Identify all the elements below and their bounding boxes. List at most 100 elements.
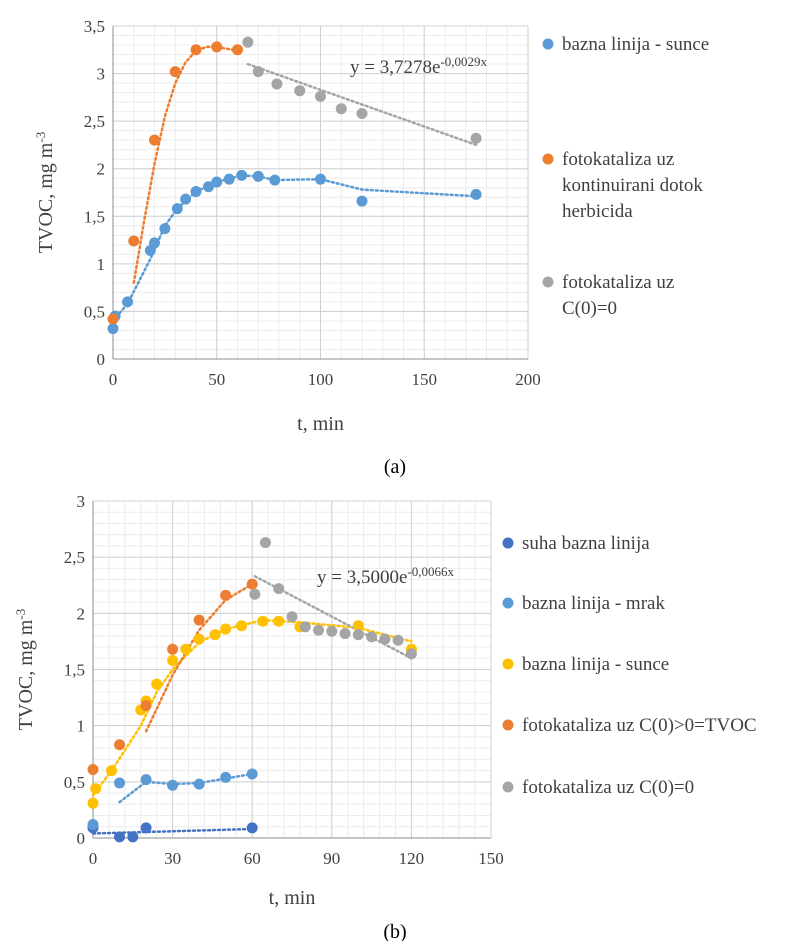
x-tick-label: 0 — [89, 849, 98, 868]
data-point — [299, 621, 311, 633]
data-point — [220, 623, 232, 635]
x-tick-label: 200 — [515, 370, 541, 389]
series-points — [107, 169, 482, 335]
y-tick-label: 0,5 — [64, 773, 85, 792]
data-point — [159, 223, 171, 235]
data-point — [236, 620, 248, 632]
y-tick-label: 2 — [97, 160, 106, 179]
legend-label: fotokataliza uz C(0)=0 — [522, 777, 694, 798]
data-point — [273, 615, 285, 627]
data-point — [242, 36, 254, 48]
data-point — [211, 41, 223, 53]
x-tick-label: 30 — [164, 849, 181, 868]
major-grid — [92, 500, 492, 839]
data-point — [180, 643, 192, 655]
data-point — [209, 629, 221, 641]
data-point — [114, 739, 126, 751]
data-point — [405, 648, 417, 660]
x-tick-label: 60 — [244, 849, 261, 868]
data-point — [106, 765, 118, 777]
y-axis-label: TVOC, mg m-3 — [33, 132, 58, 253]
trendline — [246, 62, 478, 147]
data-point — [220, 771, 232, 783]
legend-label: bazna linija - sunce — [522, 654, 669, 675]
data-point — [171, 203, 183, 215]
data-point — [392, 634, 404, 646]
data-point — [246, 578, 258, 590]
data-point — [122, 296, 134, 308]
data-point — [335, 103, 347, 115]
data-point — [286, 611, 298, 623]
data-point — [140, 699, 152, 711]
x-tick-label: 120 — [399, 849, 425, 868]
series-points — [87, 768, 258, 831]
data-point — [315, 173, 326, 185]
legend-label: fotokataliza uz kontinuirani dotok herbici… — [562, 149, 703, 222]
legend-marker — [502, 719, 514, 731]
data-point — [252, 66, 264, 78]
data-point — [149, 134, 160, 146]
x-tick-label: 50 — [208, 370, 225, 389]
major-grid — [112, 25, 529, 360]
data-point — [180, 193, 192, 205]
data-point — [169, 66, 181, 78]
data-point — [220, 589, 232, 601]
data-point — [232, 44, 243, 56]
series-points — [87, 578, 258, 775]
y-tick-label: 0 — [97, 350, 106, 369]
y-tick-label: 0,5 — [84, 302, 105, 321]
data-point — [249, 588, 261, 600]
y-tick-label: 3 — [97, 65, 106, 84]
data-point — [339, 628, 351, 640]
figure-caption: (b) — [383, 921, 406, 941]
x-tick-label: 90 — [323, 849, 340, 868]
data-point — [259, 537, 271, 549]
data-point — [149, 237, 160, 249]
data-point — [257, 615, 269, 627]
data-point — [379, 633, 391, 645]
data-point — [315, 90, 326, 102]
series-points — [107, 41, 243, 325]
y-tick-label: 2,5 — [64, 548, 85, 567]
data-point — [90, 783, 102, 795]
data-point — [140, 822, 152, 834]
data-point — [269, 174, 281, 186]
legend: suha bazna linija bazna linija - mrak bazn… — [502, 533, 757, 798]
data-point — [271, 78, 283, 90]
y-axis-label: TVOC, mg m-3 — [13, 609, 38, 730]
data-point — [114, 831, 126, 843]
trendline — [111, 174, 478, 323]
series-points — [249, 537, 417, 660]
data-point — [352, 620, 364, 632]
legend-marker — [502, 537, 514, 549]
y-tick-label: 3,5 — [84, 17, 105, 36]
x-tick-label: 100 — [308, 370, 334, 389]
data-point — [107, 313, 119, 325]
data-point — [313, 624, 325, 636]
data-point — [366, 631, 378, 643]
chart-a: 0 50 100 150 200 0 0,5 1 1,5 2 2,5 3 3,5 t, min TVOC, … — [33, 17, 710, 478]
trend-equation: y = 3,5000e-0,0066x — [317, 564, 454, 589]
data-point — [356, 108, 368, 120]
data-point — [223, 173, 235, 185]
x-axis-label: t, min — [269, 887, 316, 909]
x-tick-label: 150 — [412, 370, 438, 389]
data-point — [190, 186, 202, 198]
data-point — [273, 583, 285, 595]
data-point — [470, 188, 482, 200]
y-tick-label: 2,5 — [84, 112, 105, 131]
x-axis-label: t, min — [297, 413, 344, 435]
data-point — [107, 323, 119, 335]
legend-label: bazna linija - sunce — [562, 34, 709, 55]
legend-marker — [502, 658, 514, 670]
y-tick-label: 1,5 — [64, 661, 85, 680]
trendline — [144, 582, 254, 733]
x-tick-label: 150 — [478, 849, 504, 868]
legend-marker — [542, 38, 554, 50]
data-point — [326, 625, 338, 637]
x-tick-label: 0 — [109, 370, 118, 389]
data-point — [236, 169, 248, 181]
data-point — [151, 678, 163, 690]
y-tick-label: 3 — [77, 492, 86, 511]
